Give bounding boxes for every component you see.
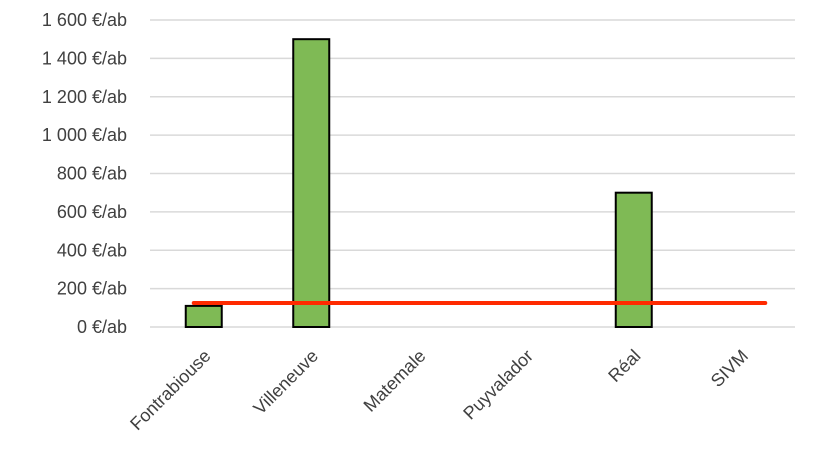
y-tick-label: 600 €/ab xyxy=(57,202,127,222)
y-tick-label: 800 €/ab xyxy=(57,164,127,184)
y-tick-label: 1 400 €/ab xyxy=(42,48,127,68)
x-category-label: Villeneuve xyxy=(249,346,322,419)
y-tick-label: 1 000 €/ab xyxy=(42,125,127,145)
bars xyxy=(184,38,653,328)
x-category-label: Puyvalador xyxy=(459,346,537,424)
x-category-label: Matemale xyxy=(360,346,430,416)
x-category-label: Fontrabiouse xyxy=(126,346,214,434)
y-tick-label: 1 200 €/ab xyxy=(42,87,127,107)
y-tick-label: 400 €/ab xyxy=(57,240,127,260)
y-tick-label: 0 €/ab xyxy=(77,317,127,337)
bar xyxy=(614,191,653,328)
y-axis-tick-labels: 0 €/ab 200 €/ab 400 €/ab 600 €/ab 800 €/ab 1 … xyxy=(42,10,127,337)
bar xyxy=(292,38,331,328)
x-category-label: SIVM xyxy=(707,346,752,391)
gridlines xyxy=(150,19,795,328)
x-axis-category-labels: Fontrabiouse Villeneuve Matemale Puyvalador… xyxy=(126,346,752,434)
bar xyxy=(184,304,223,328)
y-tick-label: 1 600 €/ab xyxy=(42,10,127,30)
x-category-label: Réal xyxy=(604,346,644,386)
y-tick-label: 200 €/ab xyxy=(57,279,127,299)
